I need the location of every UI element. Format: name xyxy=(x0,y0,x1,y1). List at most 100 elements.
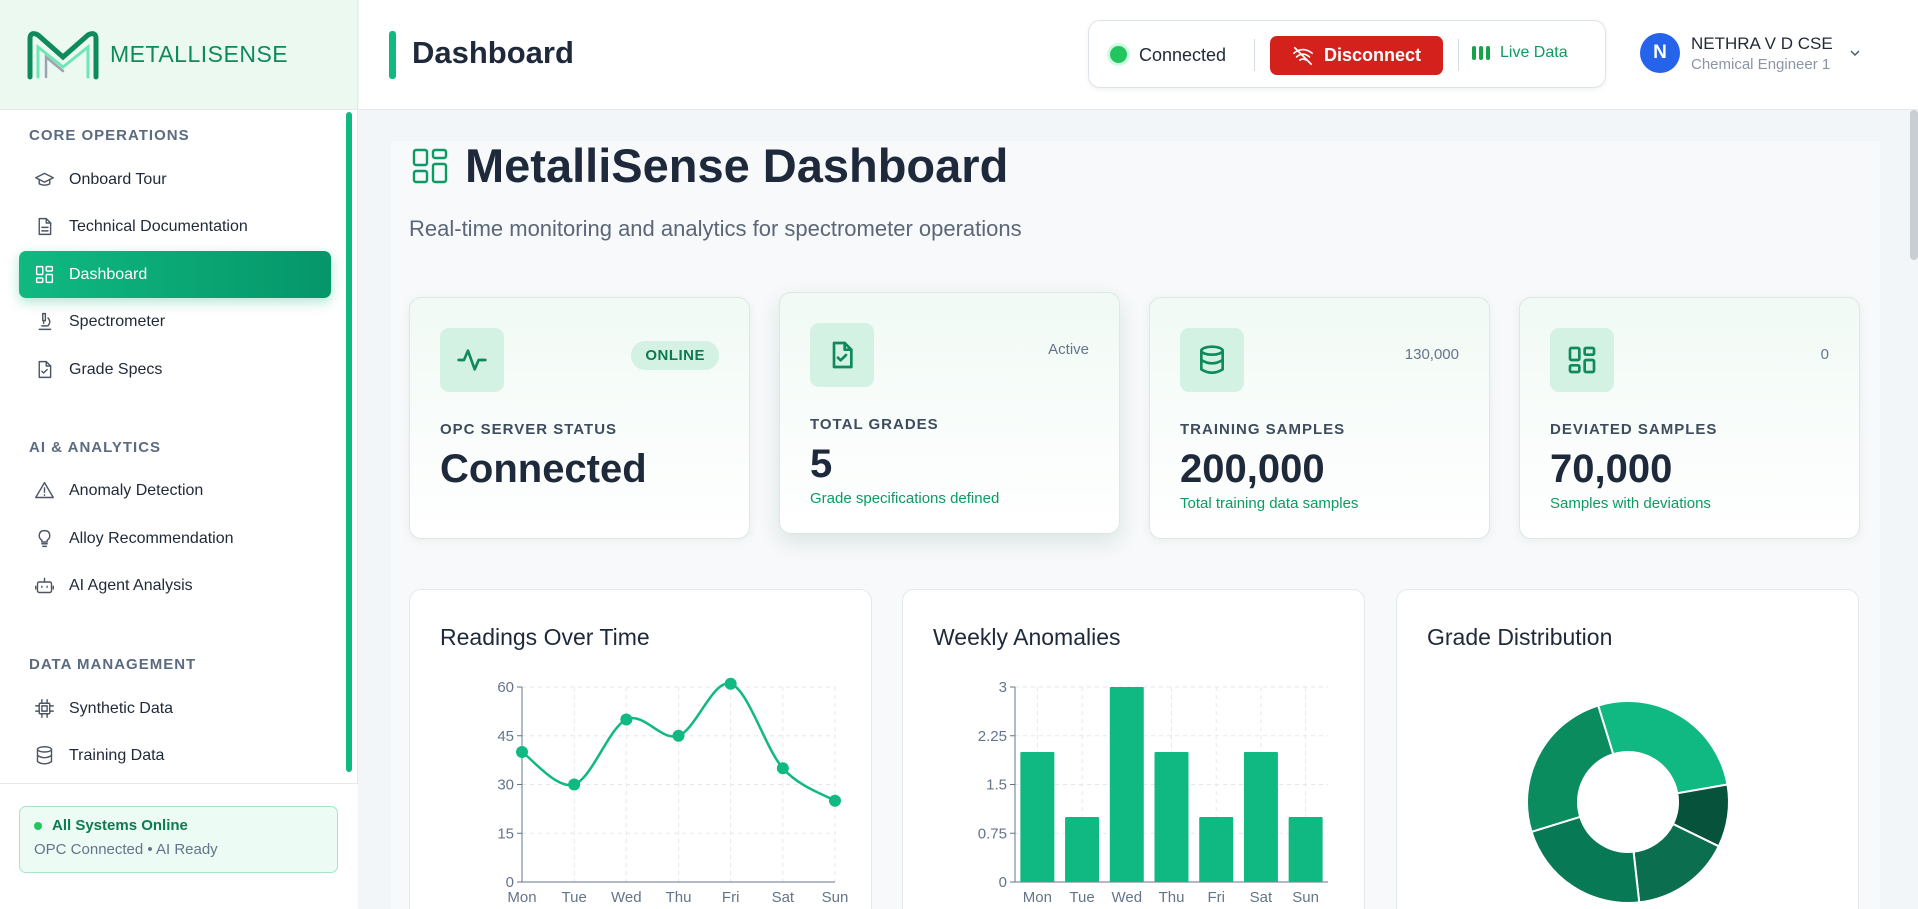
user-menu[interactable]: N NETHRA V D CSE Chemical Engineer 1 xyxy=(1640,33,1863,73)
pie-slice xyxy=(1596,700,1729,795)
donut-chart xyxy=(1526,700,1730,904)
chip-icon xyxy=(33,698,55,720)
sidebar-item-label: Spectrometer xyxy=(69,312,166,330)
sidebar-item-label: Synthetic Data xyxy=(69,699,174,717)
bar xyxy=(1243,752,1278,882)
title-accent-bar xyxy=(389,31,396,79)
section-label-core-operations: CORE OPERATIONS xyxy=(29,127,190,144)
sidebar-item-label: Dashboard xyxy=(69,265,148,283)
data-point xyxy=(724,677,737,690)
y-tick-label: 0 xyxy=(506,874,514,891)
wifi-off-icon xyxy=(1292,46,1313,65)
x-tick-label: Sun xyxy=(822,889,849,906)
main-scrollbar[interactable] xyxy=(1910,110,1918,260)
stat-value: 200,000 xyxy=(1180,447,1325,491)
bar xyxy=(1154,752,1189,882)
chevron-down-icon xyxy=(1850,50,1860,56)
sidebar-footer: All Systems Online OPC Connected • AI Re… xyxy=(0,783,358,909)
y-tick-label: 3 xyxy=(999,679,1007,696)
x-tick-label: Mon xyxy=(507,889,536,906)
sidebar-item-synthetic-data[interactable]: Synthetic Data xyxy=(19,685,331,732)
x-tick-label: Sat xyxy=(1250,889,1273,906)
y-tick-label: 0.75 xyxy=(978,825,1007,842)
page-title: Dashboard xyxy=(412,35,574,70)
dashboard-grid-icon xyxy=(33,264,55,286)
system-status-box: All Systems Online OPC Connected • AI Re… xyxy=(19,806,338,873)
sidebar-item-label: Grade Specs xyxy=(69,360,163,378)
section-label-ai-analytics: AI & ANALYTICS xyxy=(29,439,162,456)
data-point xyxy=(620,713,633,726)
x-tick-label: Mon xyxy=(1023,889,1052,906)
sidebar-item-spectrometer[interactable]: Spectrometer xyxy=(19,298,331,345)
sidebar-item-label: Alloy Recommendation xyxy=(69,529,234,547)
sidebar-item-technical-documentation[interactable]: Technical Documentation xyxy=(19,203,331,250)
sidebar-item-label: Anomaly Detection xyxy=(69,481,204,499)
logo-text: METALLISENSE xyxy=(110,41,289,67)
robot-icon xyxy=(33,575,55,597)
readings-chart-card: Readings Over Time 0 15 30 45 60 Mon Tue Wed Thu… xyxy=(409,589,872,909)
sidebar-item-training-data[interactable]: Training Data xyxy=(19,732,331,779)
sidebar-item-label: Technical Documentation xyxy=(69,217,248,235)
top-bar: Dashboard Connected Disconnect Live Data… xyxy=(359,0,1918,110)
sidebar-item-grade-specs[interactable]: Grade Specs xyxy=(19,346,331,393)
bar xyxy=(1020,752,1055,882)
sidebar-item-onboard-tour[interactable]: Onboard Tour xyxy=(19,156,331,203)
dashboard-heading: MetalliSense Dashboard xyxy=(465,139,1009,192)
activity-pulse-icon xyxy=(440,328,504,392)
live-data-label: Live Data xyxy=(1500,44,1568,61)
file-check-icon xyxy=(33,359,55,381)
data-point xyxy=(516,746,528,758)
stat-card-total-grades: Active TOTAL GRADES 5 Grade specificatio… xyxy=(779,292,1120,534)
avatar: N xyxy=(1640,33,1680,73)
document-icon xyxy=(33,216,55,238)
divider xyxy=(1458,39,1459,71)
pie-slice xyxy=(1526,704,1615,834)
sidebar-item-label: Onboard Tour xyxy=(69,170,167,188)
sidebar-item-ai-agent-analysis[interactable]: AI Agent Analysis xyxy=(19,562,331,609)
connection-panel: Connected Disconnect Live Data xyxy=(1088,20,1606,88)
file-check-icon xyxy=(810,323,874,387)
stat-card-opc-server: ONLINE OPC SERVER STATUS Connected xyxy=(409,297,750,539)
y-tick-label: 1.5 xyxy=(986,777,1007,794)
stat-note: Total training data samples xyxy=(1180,495,1359,512)
stat-badge: 130,000 xyxy=(1404,346,1459,363)
system-status-subtitle: OPC Connected • AI Ready xyxy=(34,841,218,858)
data-point xyxy=(829,794,841,807)
bar xyxy=(1109,687,1144,882)
sidebar-nav[interactable]: CORE OPERATIONS Onboard Tour Technical D… xyxy=(0,111,358,783)
system-status-title: All Systems Online xyxy=(52,817,188,834)
metallisense-logo-icon xyxy=(27,30,99,79)
user-name: NETHRA V D CSE xyxy=(1691,33,1833,53)
sidebar-item-label: AI Agent Analysis xyxy=(69,576,193,594)
x-tick-label: Wed xyxy=(611,889,642,906)
y-tick-label: 2.25 xyxy=(978,728,1007,745)
lightbulb-icon xyxy=(33,528,55,550)
x-tick-label: Sat xyxy=(772,889,795,906)
x-tick-label: Thu xyxy=(1159,889,1185,906)
x-tick-label: Thu xyxy=(666,889,692,906)
database-icon xyxy=(33,745,55,767)
stat-badge: 0 xyxy=(1820,346,1829,363)
x-tick-label: Tue xyxy=(562,889,587,906)
logo-area: METALLISENSE xyxy=(0,0,357,110)
section-label-data-management: DATA MANAGEMENT xyxy=(29,656,197,673)
warning-triangle-icon xyxy=(33,480,55,502)
dashboard-grid-icon xyxy=(1550,328,1614,392)
data-point xyxy=(568,778,581,791)
sidebar-scrollbar[interactable] xyxy=(346,112,352,772)
stat-value: 70,000 xyxy=(1550,447,1673,491)
database-icon xyxy=(1180,328,1244,392)
connected-dot-icon xyxy=(1110,46,1127,63)
sidebar: METALLISENSE CORE OPERATIONS Onboard Tou… xyxy=(0,0,358,909)
sidebar-item-alloy-recommendation[interactable]: Alloy Recommendation xyxy=(19,515,331,562)
stat-label: DEVIATED SAMPLES xyxy=(1550,421,1718,438)
sidebar-item-dashboard[interactable]: Dashboard xyxy=(19,251,331,298)
sidebar-item-anomaly-detection[interactable]: Anomaly Detection xyxy=(19,467,331,514)
bar xyxy=(1065,817,1100,882)
line-chart: 0 15 30 45 60 Mon Tue Wed Thu Fri Sat Sun xyxy=(497,677,849,906)
dashboard-grid-icon xyxy=(412,148,448,184)
disconnect-button[interactable]: Disconnect xyxy=(1270,36,1443,75)
stat-card-training-samples: 130,000 TRAINING SAMPLES 200,000 Total t… xyxy=(1149,297,1490,539)
anomalies-chart-card: Weekly Anomalies 0 0.75 1.5 2.25 3 Mon Tue Wed T… xyxy=(902,589,1365,909)
bar-chart: 0 0.75 1.5 2.25 3 Mon Tue Wed Thu Fri Sat Sun xyxy=(978,679,1328,906)
